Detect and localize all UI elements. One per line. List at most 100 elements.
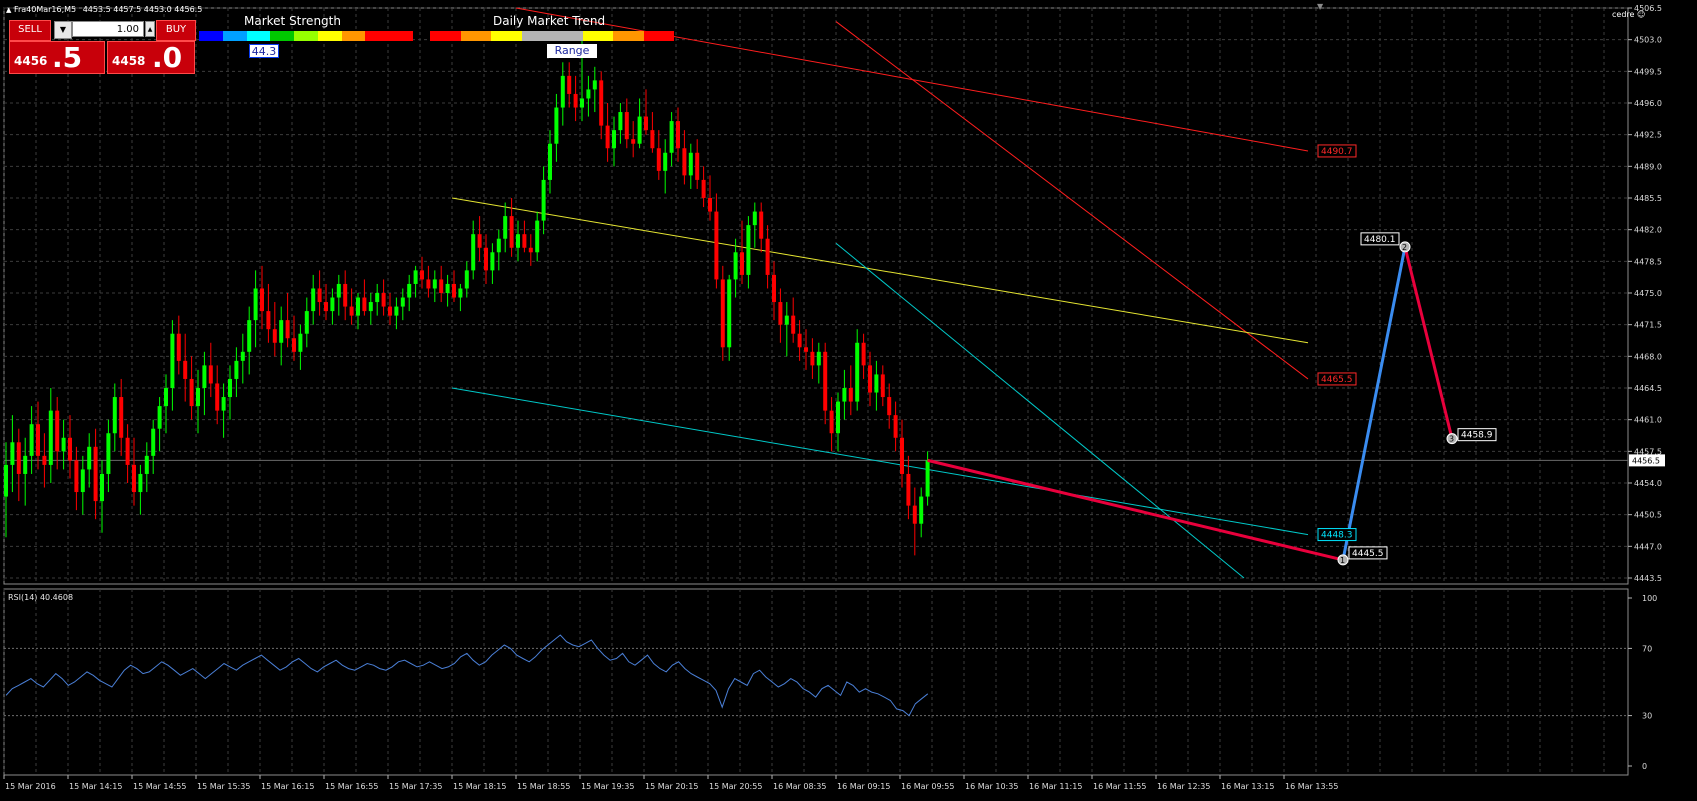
rsi-level-label: 30 [1642, 712, 1652, 721]
daily-trend-bar [430, 31, 674, 41]
daily-trend-segment [613, 31, 644, 41]
market-strength-value: 44.3 [249, 44, 279, 58]
candle-body [464, 270, 469, 289]
candle-body [132, 464, 136, 493]
projection-value-label: 4445.5 [1352, 549, 1384, 559]
candle-body [388, 306, 392, 316]
grid [3, 7, 1629, 776]
candle-body [311, 288, 316, 312]
candle-body [848, 388, 853, 402]
buy-price-fraction: .0 [152, 41, 183, 74]
user-label: cedre ☺ [1612, 10, 1645, 19]
candle-body [458, 288, 463, 298]
tag-red-lower-box [1317, 372, 1357, 386]
candle-body [816, 351, 821, 366]
candle-body [599, 80, 604, 126]
projection-value-label: 4458.9 [1461, 431, 1493, 441]
candle-body [778, 302, 783, 325]
sell-button[interactable]: SELL [9, 20, 51, 41]
buy-button[interactable]: BUY [156, 20, 196, 41]
candle-body [810, 351, 815, 366]
time-tick-label: 15 Mar 15:35 [197, 782, 250, 791]
lot-size-input[interactable]: 1.00 [72, 21, 144, 37]
chart-header: ▲ Fra40Mar16,M5 4453.5 4457.5 4453.0 445… [6, 5, 202, 14]
collapse-icon[interactable]: ▲ [6, 6, 12, 14]
candle-body [644, 116, 648, 131]
candle-body [471, 234, 476, 271]
rsi-line [5, 634, 929, 717]
candle-body [484, 247, 488, 271]
daily-trend-segment [643, 31, 674, 41]
candle-body [196, 388, 200, 407]
tag-red-upper-box [1317, 144, 1357, 158]
candle-body [631, 139, 636, 144]
lot-dropdown-icon[interactable]: ▼ [54, 21, 72, 39]
candle-body [356, 297, 360, 316]
candle-body [80, 469, 85, 493]
tag-cyan-label: 4448.3 [1321, 531, 1353, 541]
candle-body [592, 80, 597, 90]
candle-body [650, 130, 655, 149]
candle-body [522, 234, 527, 248]
candle-body [880, 374, 885, 398]
candle-body [887, 397, 892, 416]
candle-body [874, 374, 879, 393]
candle-body [669, 121, 674, 153]
candle-body [567, 75, 572, 94]
candle-body [919, 496, 924, 524]
candle-body [170, 333, 175, 388]
market-strength-segment [246, 31, 271, 41]
candle-body [324, 302, 328, 312]
candle-body [682, 148, 687, 176]
current-price-label: 4456.5 [1632, 456, 1660, 465]
projection-point-number: 2 [1402, 243, 1407, 252]
sell-price-button[interactable]: 4456 .5 [9, 41, 105, 74]
time-tick-label: 16 Mar 13:15 [1221, 782, 1274, 791]
scroll-marker-icon[interactable]: ▼ [1317, 2, 1324, 11]
candle-body [548, 143, 552, 180]
candle-body [490, 252, 495, 271]
time-tick-label: 15 Mar 14:55 [133, 782, 186, 791]
projection-leg-1 [1341, 246, 1407, 561]
price-tick-label: 4443.5 [1634, 574, 1662, 583]
candle-body [61, 437, 66, 452]
price-tick-label: 4506.5 [1634, 4, 1662, 13]
candle-body [452, 283, 456, 298]
smiley-icon: ☺ [1636, 10, 1646, 19]
daily-trend-segment [552, 31, 583, 41]
market-strength-segment [389, 31, 413, 41]
projection-lines: 1 4445.5 2 4480.1 3 4458.9 [927, 232, 1497, 566]
candle-body [560, 75, 565, 108]
candle-body [138, 473, 143, 493]
market-strength-segment [317, 31, 342, 41]
candle-body [375, 293, 380, 303]
candle-body [861, 342, 866, 366]
candle-body [804, 347, 808, 352]
candle-body [10, 442, 15, 465]
candle-body [765, 238, 770, 275]
candle-body [746, 225, 751, 275]
tag-cyan-box [1317, 528, 1357, 542]
user-name: cedre [1612, 10, 1635, 19]
trendlines [451, 7, 1309, 579]
candle-body [349, 306, 354, 316]
lot-stepper-icon[interactable]: ▲ [145, 21, 155, 37]
candle-body [23, 455, 28, 474]
market-strength-segment [365, 31, 390, 41]
rsi-label: RSI(14) 40.4608 [8, 593, 73, 602]
daily-trend-value: Range [547, 44, 597, 58]
candle-body [509, 216, 514, 248]
candle-body [176, 333, 181, 361]
time-tick-label: 16 Mar 09:15 [837, 782, 890, 791]
candle-body [893, 415, 898, 438]
candle-body [823, 351, 828, 411]
buy-price-button[interactable]: 4458 .0 [107, 41, 195, 74]
time-tick-label: 15 Mar 16:15 [261, 782, 314, 791]
candle-body [624, 112, 629, 140]
price-axis: 4506.5 4503.0 4499.5 4496.0 4492.5 4489.0 4485… [1628, 4, 1665, 583]
candle-body [400, 297, 405, 307]
candle-body [797, 333, 802, 348]
candle-body [208, 365, 213, 384]
